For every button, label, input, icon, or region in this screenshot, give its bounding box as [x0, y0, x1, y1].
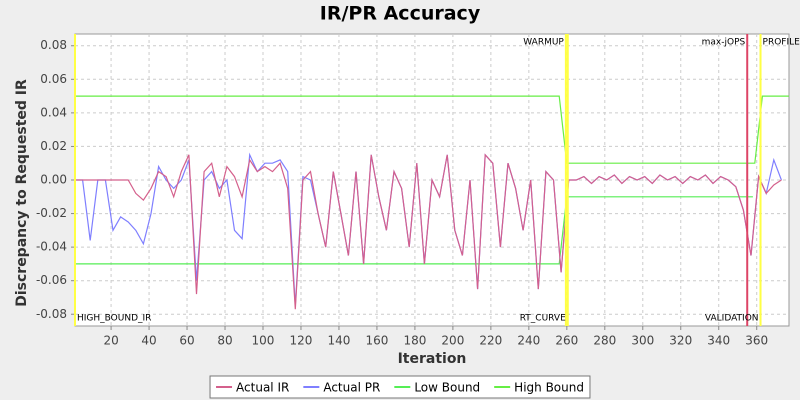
- y-tick-label: -0.08: [36, 307, 67, 321]
- y-tick-label: 0.08: [40, 38, 67, 52]
- y-tick-label: -0.04: [36, 240, 67, 254]
- x-tick-label: 100: [252, 334, 275, 348]
- y-tick-label: 0.02: [40, 139, 67, 153]
- legend-item: Actual PR: [303, 381, 380, 395]
- x-tick-label: 280: [593, 334, 616, 348]
- x-tick-label: 60: [179, 334, 194, 348]
- x-tick-label: 200: [441, 334, 464, 348]
- y-tick-label: 0.00: [40, 173, 67, 187]
- x-tick-label: 300: [631, 334, 654, 348]
- marker-label: RT_CURVE: [520, 314, 566, 324]
- marker-label: max-jOPS: [702, 38, 746, 48]
- x-tick-label: 140: [327, 334, 350, 348]
- x-axis-label: Iteration: [398, 351, 467, 367]
- series-line: [75, 196, 753, 265]
- marker-label: VALIDATION: [705, 314, 759, 324]
- y-tick-label: 0.04: [40, 105, 67, 119]
- x-tick-label: 80: [217, 334, 232, 348]
- chart-title: IR/PR Accuracy: [320, 3, 481, 25]
- x-tick-label: 20: [103, 334, 118, 348]
- legend: Actual IR Actual PR Low Bound High Bound: [209, 375, 591, 399]
- y-axis-label: Discrepancy to Requested IR: [14, 79, 30, 307]
- marker-label: HIGH_BOUND_IR: [77, 314, 151, 324]
- x-tick-label: 360: [745, 334, 768, 348]
- legend-text: Low Bound: [414, 381, 480, 395]
- marker-label: WARMUP: [523, 38, 564, 48]
- legend-text: Actual IR: [236, 381, 289, 395]
- x-tick-label: 340: [707, 334, 730, 348]
- legend-text: Actual PR: [323, 381, 380, 395]
- legend-item: High Bound: [494, 381, 584, 395]
- series-line: [75, 153, 782, 310]
- x-tick-label: 160: [365, 334, 388, 348]
- x-tick-label: 120: [290, 334, 313, 348]
- x-tick-label: 180: [403, 334, 426, 348]
- x-tick-label: 240: [517, 334, 540, 348]
- y-tick-label: 0.06: [40, 72, 67, 86]
- legend-text: High Bound: [514, 381, 584, 395]
- x-tick-label: 320: [669, 334, 692, 348]
- series-line: [75, 95, 789, 164]
- x-tick-label: 40: [141, 334, 156, 348]
- legend-item: Actual IR: [216, 381, 289, 395]
- x-tick-label: 260: [555, 334, 578, 348]
- x-tick-label: 220: [479, 334, 502, 348]
- marker-label: PROFILE: [763, 38, 800, 48]
- y-tick-label: -0.06: [36, 273, 67, 287]
- legend-item: Low Bound: [394, 381, 480, 395]
- y-tick-label: -0.02: [36, 206, 67, 220]
